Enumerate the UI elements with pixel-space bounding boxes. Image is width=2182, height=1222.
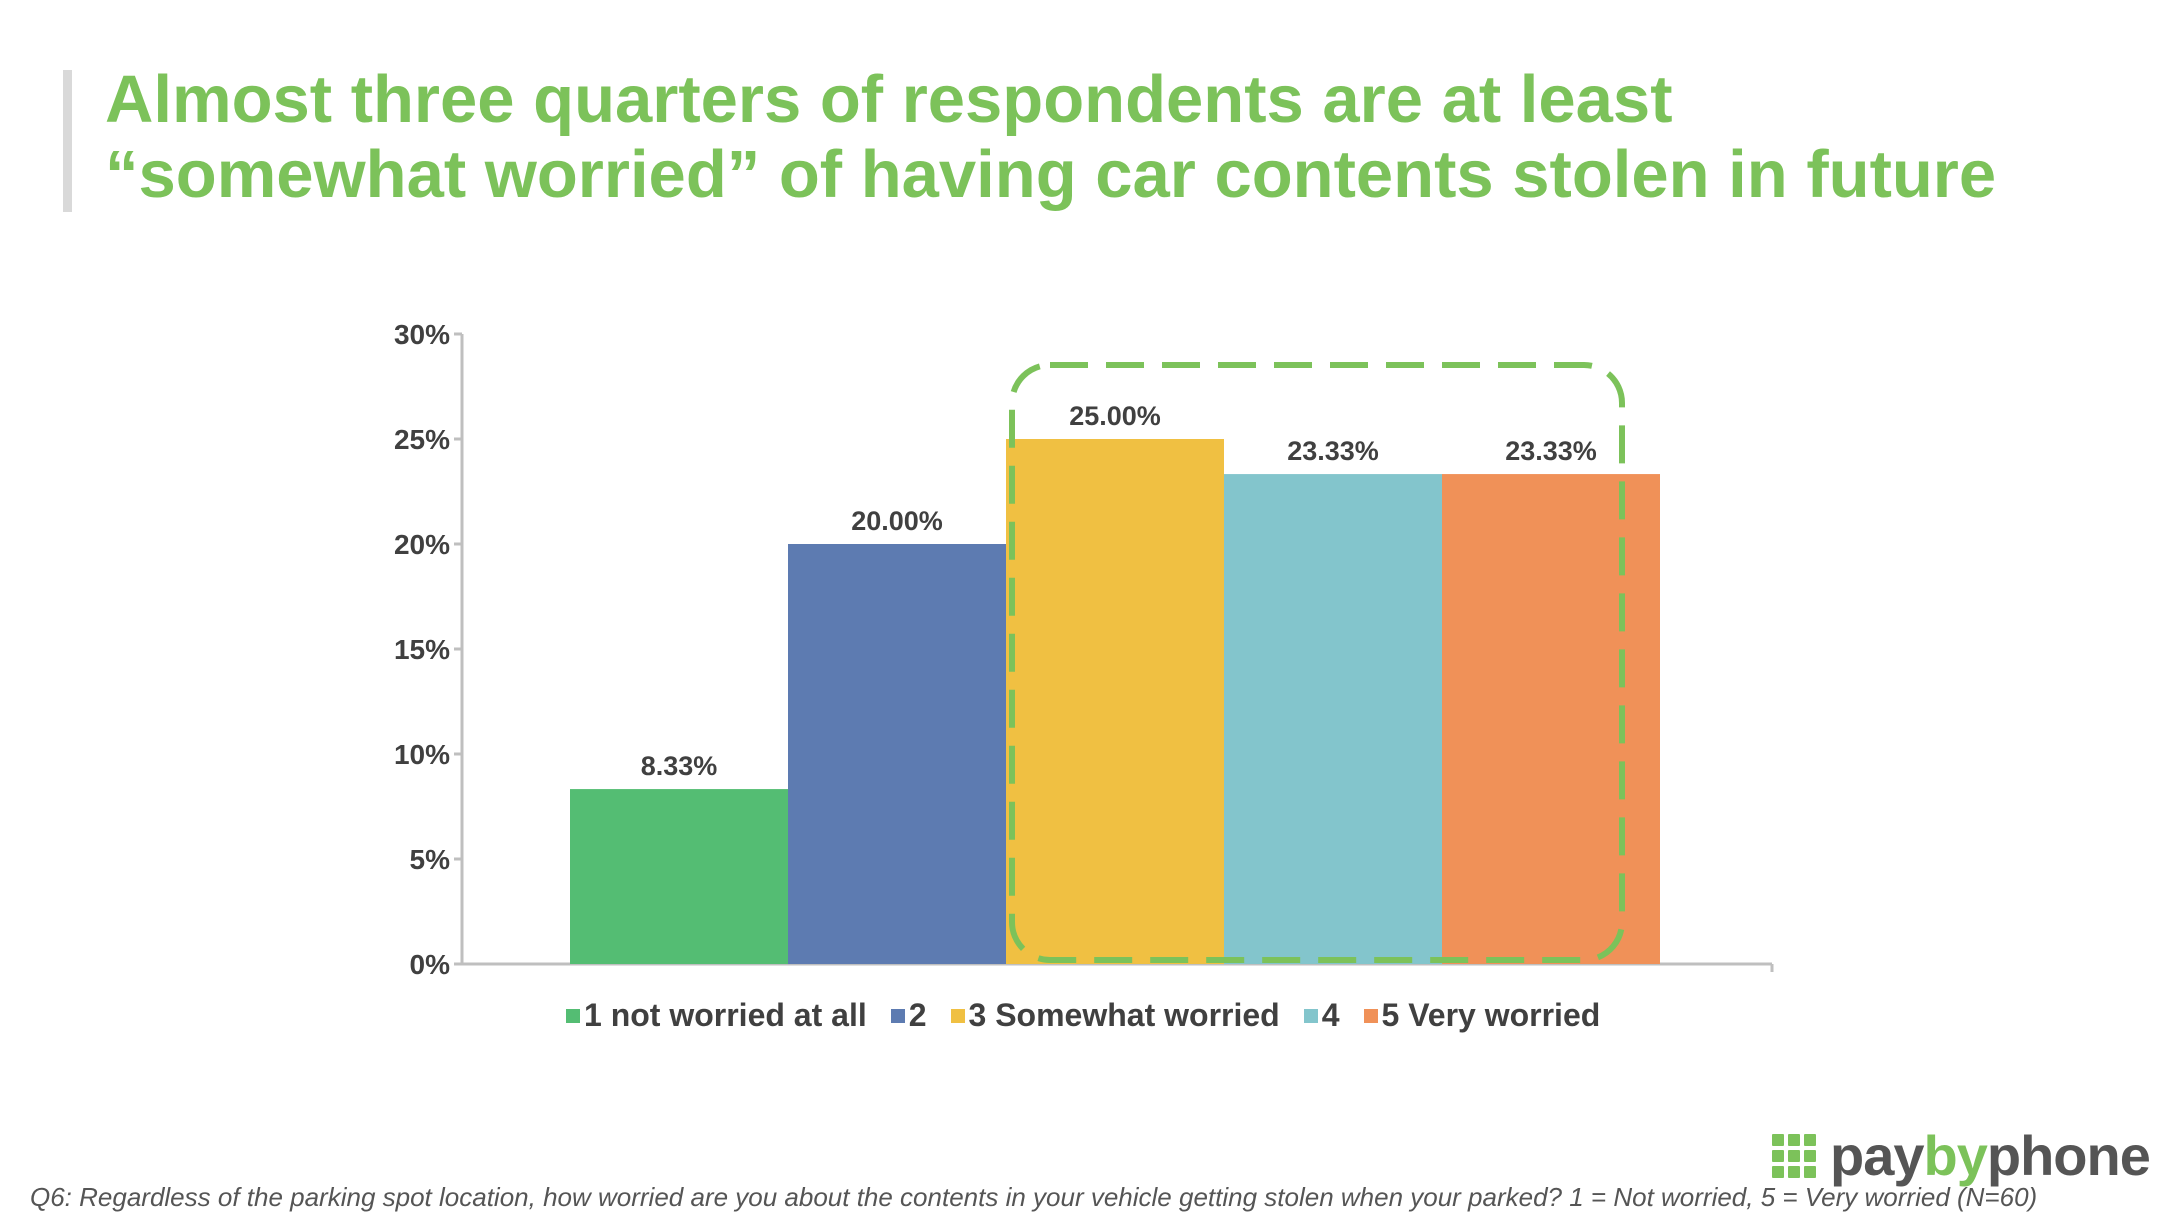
legend-item-3: 3 Somewhat worried (950, 997, 1280, 1034)
bar-4 (1224, 474, 1442, 964)
data-label-3: 25.00% (1069, 401, 1161, 431)
chart-legend: 1 not worried at all 2 3 Somewhat worried 4… (566, 997, 1624, 1034)
legend-swatch (890, 1008, 905, 1023)
highlight-dashed-box (1009, 362, 1625, 963)
bar-2 (788, 544, 1006, 964)
legend-item-5: 5 Very worried (1363, 997, 1601, 1034)
y-tick-label: 5% (410, 844, 451, 875)
brand-by: by (1923, 1124, 1988, 1187)
bar-3 (1006, 439, 1224, 964)
legend-swatch (566, 1008, 580, 1023)
legend-swatch (1363, 1008, 1378, 1023)
data-label-5: 23.33% (1505, 436, 1597, 466)
grid-logo-icon (1772, 1134, 1816, 1178)
title-accent-bar (63, 70, 72, 212)
brand-wordmark: paybyphone (1830, 1128, 2151, 1184)
brand-pay: pay (1830, 1124, 1924, 1187)
legend-item-2: 2 (890, 997, 927, 1034)
legend-item-4: 4 (1303, 997, 1340, 1034)
data-label-2: 20.00% (851, 506, 943, 536)
page-title-line-2: “somewhat worried” of having car content… (105, 137, 1997, 212)
page-title: Almost three quarters of respondents are… (105, 62, 2105, 212)
survey-question-footnote: Q6: Regardless of the parking spot locat… (30, 1182, 2038, 1212)
legend-label: 2 (908, 997, 927, 1033)
legend-item-1: 1 not worried at all (566, 997, 867, 1034)
y-tick-label: 0% (410, 949, 451, 980)
page-title-line-1: Almost three quarters of respondents are… (105, 62, 1673, 137)
legend-label: 5 Very worried (1381, 997, 1601, 1033)
legend-swatch (1303, 1008, 1318, 1023)
y-tick-label: 20% (394, 529, 450, 560)
y-tick-label: 25% (394, 424, 450, 455)
bar-5 (1442, 474, 1660, 964)
brand-phone: phone (1986, 1124, 2151, 1187)
y-tick-label: 15% (394, 634, 450, 665)
legend-swatch (950, 1008, 965, 1023)
data-label-4: 23.33% (1287, 436, 1379, 466)
bar-1 (570, 789, 788, 964)
y-tick-label: 30% (394, 319, 450, 350)
legend-label: 4 (1321, 997, 1340, 1033)
legend-label: 1 not worried at all (584, 997, 867, 1033)
data-label-1: 8.33% (641, 751, 718, 781)
y-tick-label: 10% (394, 739, 450, 770)
legend-label: 3 Somewhat worried (968, 997, 1280, 1033)
paybyphone-logo: paybyphone (1772, 1128, 2151, 1184)
